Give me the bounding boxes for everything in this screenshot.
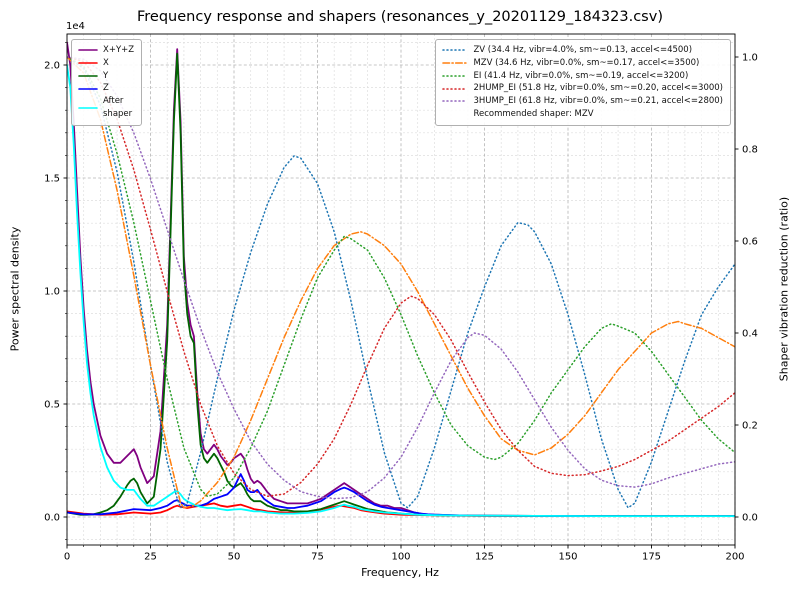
series-mzv [67, 56, 735, 509]
legend-shapers: ZV (34.4 Hz, vibr=4.0%, sm~=0.13, accel<… [435, 39, 731, 126]
dotted-line-swatch-icon [442, 100, 469, 103]
legend-shapers-item-0: ZV (34.4 Hz, vibr=4.0%, sm~=0.13, accel<… [442, 44, 723, 57]
series-x-y-z [67, 41, 735, 517]
series-ei [67, 56, 735, 498]
solid-line-swatch-icon [78, 62, 98, 64]
dashdot-line-swatch-icon [442, 62, 469, 64]
y-right-tick-label: 0.6 [742, 237, 758, 248]
legend-shapers-label-3: 2HUMP_EI (51.8 Hz, vibr=0.0%, sm~=0.20, … [473, 83, 723, 94]
x-tick-label: 75 [311, 552, 324, 563]
x-tick-label: 200 [725, 552, 744, 563]
legend-shapers-label-4: 3HUMP_EI (61.8 Hz, vibr=0.0%, sm~=0.21, … [473, 96, 723, 106]
legend-psd-label-0: X+Y+Z [103, 45, 135, 55]
y-right-tick-label: 0.8 [742, 145, 758, 156]
x-tick-label: 100 [391, 552, 410, 563]
y-left-tick-label: 1.0 [44, 287, 60, 298]
legend-psd-label-1: X [103, 57, 109, 68]
tick-group: 0 25 50 75 100 125 150 175 200 0.0 0.5 1.0 1.5 2.0 0.0… [44, 42, 758, 563]
legend-shapers-label-1: MZV (34.6 Hz, vibr=0.0%, sm~=0.17, accel… [473, 57, 700, 68]
y-left-tick-label: 0.5 [44, 400, 60, 411]
y-left-tick-label: 0.0 [44, 513, 60, 524]
y-right-tick-label: 0.0 [742, 513, 758, 524]
legend-shapers-label-0: ZV (34.4 Hz, vibr=4.0%, sm~=0.13, accel<… [473, 45, 693, 55]
dotted-line-swatch-icon [442, 49, 469, 52]
y-right-tick-label: 0.2 [742, 421, 758, 432]
x-tick-label: 150 [558, 552, 577, 563]
series-3hump-ei [67, 56, 735, 500]
dotted-line-swatch-icon [442, 75, 469, 77]
series-2hump-ei [67, 56, 735, 498]
recommended-shaper-note: Recommended shaper: MZV [473, 108, 594, 119]
legend-psd-label-4: After shaper [103, 96, 133, 119]
x-tick-label: 50 [228, 552, 241, 563]
series-after-shaper [67, 64, 735, 517]
legend-shapers-item-4: 3HUMP_EI (61.8 Hz, vibr=0.0%, sm~=0.21, … [442, 95, 723, 108]
y-axis-offset-text: 1e4 [66, 21, 85, 32]
legend-shapers-item-3: 2HUMP_EI (51.8 Hz, vibr=0.0%, sm~=0.20, … [442, 82, 723, 95]
y-right-tick-label: 1.0 [742, 53, 758, 64]
legend-psd: X+Y+Z X Y Z After shaper [71, 39, 143, 126]
y-right-tick-label: 0.4 [742, 329, 758, 340]
x-tick-label: 125 [475, 552, 494, 563]
x-tick-label: 175 [642, 552, 661, 563]
solid-line-swatch-icon [78, 75, 98, 77]
y-right-axis-label: Shaper vibration reduction (ratio) [777, 196, 791, 382]
legend-shapers-item-2: EI (41.4 Hz, vibr=0.0%, sm~=0.19, accel<… [442, 70, 723, 83]
legend-psd-item-1: X [78, 57, 134, 70]
legend-psd-item-3: Z [78, 82, 134, 95]
series-x [67, 502, 735, 517]
legend-psd-item-4: After shaper [78, 95, 134, 121]
x-tick-label: 0 [64, 552, 70, 563]
legend-shapers-label-2: EI (41.4 Hz, vibr=0.0%, sm~=0.19, accel<… [473, 70, 689, 81]
chart-title: Frequency response and shapers (resonanc… [137, 9, 663, 25]
solid-line-swatch-icon [78, 106, 98, 109]
y-left-tick-label: 2.0 [44, 61, 60, 72]
legend-psd-label-2: Y [103, 70, 109, 81]
solid-line-swatch-icon [78, 87, 98, 90]
series-group [67, 41, 735, 517]
legend-psd-item-0: X+Y+Z [78, 44, 134, 57]
legend-psd-label-3: Z [103, 83, 109, 94]
x-tick-label: 25 [144, 552, 157, 563]
x-axis-label: Frequency, Hz [361, 566, 439, 579]
dotted-line-swatch-icon [442, 87, 469, 90]
legend-psd-item-2: Y [78, 70, 134, 83]
y-left-axis-label: Power spectral density [8, 226, 22, 352]
series-zv [67, 56, 735, 509]
y-left-tick-label: 1.5 [44, 174, 60, 185]
solid-line-swatch-icon [78, 49, 98, 52]
legend-shapers-item-1: MZV (34.6 Hz, vibr=0.0%, sm~=0.17, accel… [442, 57, 723, 70]
